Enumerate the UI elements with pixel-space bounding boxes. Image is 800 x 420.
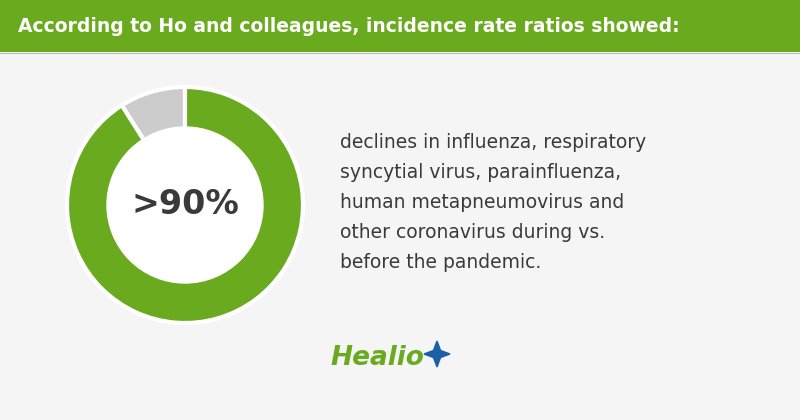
- Wedge shape: [122, 87, 185, 205]
- Text: other coronavirus during vs.: other coronavirus during vs.: [340, 223, 605, 242]
- Text: syncytial virus, parainfluenza,: syncytial virus, parainfluenza,: [340, 163, 621, 181]
- Text: declines in influenza, respiratory: declines in influenza, respiratory: [340, 132, 646, 152]
- Polygon shape: [424, 341, 450, 367]
- Wedge shape: [67, 87, 303, 323]
- FancyBboxPatch shape: [0, 0, 800, 52]
- Text: >90%: >90%: [131, 189, 239, 221]
- Circle shape: [107, 127, 263, 283]
- Text: human metapneumovirus and: human metapneumovirus and: [340, 192, 624, 212]
- Text: According to Ho and colleagues, incidence rate ratios showed:: According to Ho and colleagues, incidenc…: [18, 16, 680, 36]
- Text: Healio: Healio: [330, 345, 424, 371]
- Text: before the pandemic.: before the pandemic.: [340, 252, 542, 271]
